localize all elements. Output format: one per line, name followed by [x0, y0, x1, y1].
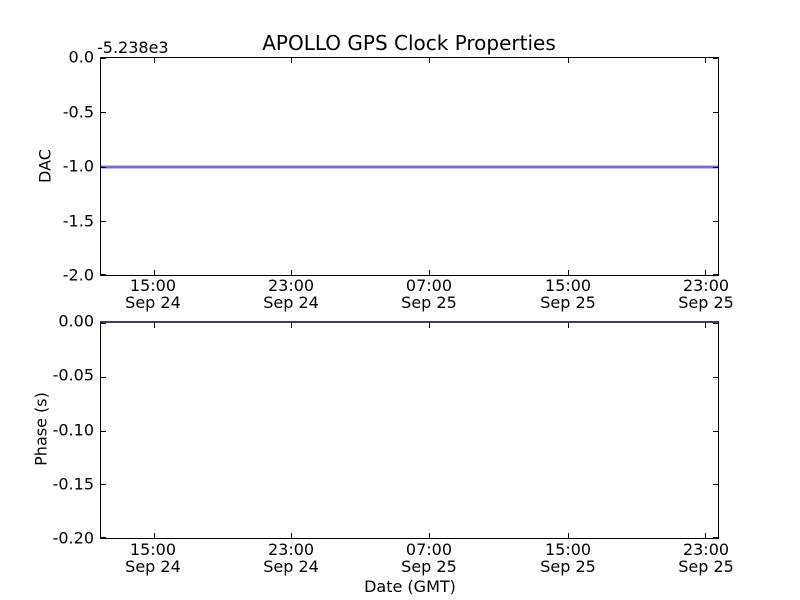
- tick-mark: [101, 274, 106, 275]
- tick-mark: [567, 323, 569, 328]
- tick-mark: [101, 220, 106, 222]
- xtick-label: 23:00 Sep 24: [263, 277, 319, 311]
- xtick-label: 15:00 Sep 25: [540, 541, 596, 575]
- xtick-label: 23:00 Sep 25: [678, 541, 734, 575]
- ytick-label: -2.0: [62, 265, 94, 285]
- y-axis-offset-text: -5.238e3: [97, 38, 169, 57]
- tick-mark: [153, 58, 155, 63]
- tick-mark: [713, 484, 718, 486]
- tick-mark: [705, 533, 707, 538]
- tick-mark: [713, 430, 718, 432]
- tick-mark: [713, 58, 718, 59]
- dac-data-line: [101, 165, 718, 168]
- tick-mark: [101, 58, 106, 59]
- xtick-date: Sep 25: [540, 557, 596, 576]
- dac-xtick-labels: 15:00 Sep 24 23:00 Sep 24 07:00 Sep 25 15:0…: [100, 277, 734, 313]
- xtick-time: 15:00: [129, 540, 177, 559]
- xtick-label: 15:00 Sep 24: [125, 277, 181, 311]
- xtick-date: Sep 25: [401, 293, 457, 312]
- xtick-time: 07:00: [405, 540, 453, 559]
- x-axis-label: Date (GMT): [364, 577, 456, 596]
- phase-xtick-labels: 15:00 Sep 24 23:00 Sep 24 07:00 Sep 25 15:0…: [100, 541, 734, 577]
- tick-mark: [428, 323, 430, 328]
- tick-mark: [153, 323, 155, 328]
- ytick-label: -1.0: [62, 156, 94, 176]
- y-axis-label-phase: Phase (s): [31, 392, 51, 466]
- y-axis-label-dac: DAC: [35, 149, 55, 183]
- tick-mark: [291, 323, 293, 328]
- ytick-label: -1.5: [62, 211, 94, 230]
- chart-title: APOLLO GPS Clock Properties: [262, 31, 556, 55]
- xtick-label: 15:00 Sep 24: [125, 541, 181, 575]
- tick-mark: [101, 376, 106, 378]
- tick-mark: [713, 220, 718, 222]
- xtick-time: 23:00: [682, 540, 730, 559]
- xtick-time: 15:00: [544, 540, 592, 559]
- tick-mark: [101, 166, 106, 168]
- xtick-time: 23:00: [682, 276, 730, 295]
- xtick-time: 15:00: [129, 276, 177, 295]
- tick-mark: [101, 430, 106, 432]
- tick-mark: [713, 323, 718, 324]
- tick-mark: [153, 533, 155, 538]
- ytick-label: -0.10: [52, 420, 94, 439]
- xtick-label: 15:00 Sep 25: [540, 277, 596, 311]
- tick-mark: [705, 323, 707, 328]
- ytick-label: -0.05: [52, 365, 94, 385]
- xtick-date: Sep 24: [125, 557, 181, 576]
- tick-mark: [713, 166, 718, 168]
- tick-mark: [713, 274, 718, 275]
- xtick-label: 07:00 Sep 25: [401, 541, 457, 575]
- xtick-label: 07:00 Sep 25: [401, 277, 457, 311]
- dac-plot-area: [100, 57, 719, 276]
- tick-mark: [291, 270, 293, 275]
- ytick-label: -0.5: [62, 102, 94, 121]
- xtick-label: 23:00 Sep 24: [263, 541, 319, 575]
- xtick-time: 07:00: [405, 276, 453, 295]
- tick-mark: [291, 58, 293, 63]
- tick-mark: [428, 270, 430, 275]
- tick-mark: [428, 533, 430, 538]
- ytick-label: -0.15: [52, 474, 94, 494]
- xtick-date: Sep 25: [678, 557, 734, 576]
- tick-mark: [567, 58, 569, 63]
- tick-mark: [713, 537, 718, 538]
- tick-mark: [101, 112, 106, 114]
- tick-mark: [713, 376, 718, 378]
- tick-mark: [713, 112, 718, 114]
- ytick-label: -0.20: [52, 528, 94, 548]
- xtick-date: Sep 25: [678, 293, 734, 312]
- xtick-label: 23:00 Sep 25: [678, 277, 734, 311]
- xtick-time: 15:00: [544, 276, 592, 295]
- phase-plot-area: [100, 321, 719, 539]
- ytick-label: 0.00: [58, 311, 94, 331]
- tick-mark: [101, 537, 106, 538]
- xtick-time: 23:00: [267, 276, 315, 295]
- xtick-time: 23:00: [267, 540, 315, 559]
- tick-mark: [153, 270, 155, 275]
- xtick-date: Sep 25: [401, 557, 457, 576]
- xtick-date: Sep 25: [540, 293, 596, 312]
- tick-mark: [567, 270, 569, 275]
- xtick-date: Sep 24: [263, 557, 319, 576]
- tick-mark: [101, 323, 106, 324]
- tick-mark: [705, 58, 707, 63]
- tick-mark: [101, 484, 106, 486]
- xtick-date: Sep 24: [263, 293, 319, 312]
- tick-mark: [291, 533, 293, 538]
- tick-mark: [428, 58, 430, 63]
- ytick-label: 0.0: [68, 47, 94, 67]
- tick-mark: [567, 533, 569, 538]
- tick-mark: [705, 270, 707, 275]
- xtick-date: Sep 24: [125, 293, 181, 312]
